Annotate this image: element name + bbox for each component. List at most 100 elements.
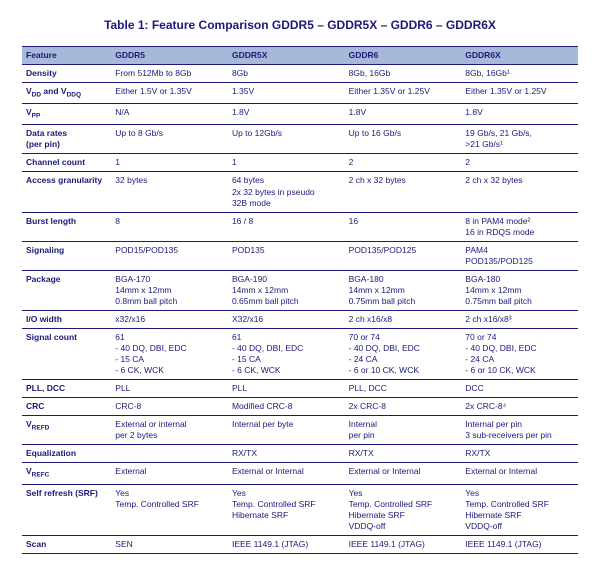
- cell: 8: [111, 212, 228, 241]
- cell: DCC: [461, 380, 578, 398]
- cell: POD15/POD135: [111, 241, 228, 270]
- cell: RX/TX: [461, 445, 578, 463]
- feature-label: VREFC: [22, 463, 111, 484]
- cell: POD135: [228, 241, 345, 270]
- table-title: Table 1: Feature Comparison GDDR5 – GDDR…: [22, 18, 578, 32]
- cell: 61- 40 DQ, DBI, EDC- 15 CA- 6 CK, WCK: [111, 329, 228, 380]
- cell: PLL: [228, 380, 345, 398]
- cell: SEN: [111, 535, 228, 553]
- cell: 2 ch x16/x8³: [461, 310, 578, 328]
- header-gddr6x: GDDR6X: [461, 47, 578, 65]
- header-gddr6: GDDR6: [345, 47, 462, 65]
- feature-label: Data rates(per pin): [22, 125, 111, 154]
- cell: RX/TX: [228, 445, 345, 463]
- row-equalization: Equalization RX/TX RX/TX RX/TX: [22, 445, 578, 463]
- row-selfrefresh: Self refresh (SRF) YesTemp. Controlled S…: [22, 484, 578, 535]
- cell: IEEE 1149.1 (JTAG): [228, 535, 345, 553]
- cell: 19 Gb/s, 21 Gb/s,>21 Gb/s¹: [461, 125, 578, 154]
- cell: 2 ch x16/x8: [345, 310, 462, 328]
- row-iowidth: I/O width x32/x16 X32/x16 2 ch x16/x8 2 …: [22, 310, 578, 328]
- row-datarates: Data rates(per pin) Up to 8 Gb/s Up to 1…: [22, 125, 578, 154]
- feature-label: VPP: [22, 104, 111, 125]
- feature-label: Package: [22, 270, 111, 310]
- row-channel: Channel count 1 1 2 2: [22, 154, 578, 172]
- cell: 61- 40 DQ, DBI, EDC- 15 CA- 6 CK, WCK: [228, 329, 345, 380]
- cell: Up to 16 Gb/s: [345, 125, 462, 154]
- cell: 2: [461, 154, 578, 172]
- cell: IEEE 1149.1 (JTAG): [345, 535, 462, 553]
- cell: POD135/POD125: [345, 241, 462, 270]
- cell: IEEE 1149.1 (JTAG): [461, 535, 578, 553]
- cell: 64 bytes2x 32 bytes in pseudo32B mode: [228, 172, 345, 212]
- cell: BGA-19014mm x 12mm0.65mm ball pitch: [228, 270, 345, 310]
- cell: Up to 8 Gb/s: [111, 125, 228, 154]
- row-scan: Scan SEN IEEE 1149.1 (JTAG) IEEE 1149.1 …: [22, 535, 578, 553]
- cell: [111, 445, 228, 463]
- cell: 1: [111, 154, 228, 172]
- cell: 2x CRC-8: [345, 398, 462, 416]
- cell: Modified CRC-8: [228, 398, 345, 416]
- cell: PLL, DCC: [345, 380, 462, 398]
- cell: 8Gb, 16Gb: [345, 65, 462, 83]
- feature-label: I/O width: [22, 310, 111, 328]
- cell: N/A: [111, 104, 228, 125]
- feature-label: VDD and VDDQ: [22, 83, 111, 104]
- row-access: Access granularity 32 bytes 64 bytes2x 3…: [22, 172, 578, 212]
- feature-label: Equalization: [22, 445, 111, 463]
- row-signalcount: Signal count 61- 40 DQ, DBI, EDC- 15 CA-…: [22, 329, 578, 380]
- cell: 1.35V: [228, 83, 345, 104]
- cell: YesTemp. Controlled SRFHibernate SRFVDDQ…: [461, 484, 578, 535]
- comparison-table: Feature GDDR5 GDDR5X GDDR6 GDDR6X Densit…: [22, 46, 578, 554]
- cell: YesTemp. Controlled SRF: [111, 484, 228, 535]
- feature-label: CRC: [22, 398, 111, 416]
- cell: 1.8V: [228, 104, 345, 125]
- cell: 16: [345, 212, 462, 241]
- feature-label: Scan: [22, 535, 111, 553]
- row-crc: CRC CRC-8 Modified CRC-8 2x CRC-8 2x CRC…: [22, 398, 578, 416]
- cell: Internalper pin: [345, 416, 462, 445]
- cell: External or Internal: [228, 463, 345, 484]
- feature-label: Signaling: [22, 241, 111, 270]
- row-vrefc: VREFC External External or Internal Exte…: [22, 463, 578, 484]
- row-vpp: VPP N/A 1.8V 1.8V 1.8V: [22, 104, 578, 125]
- cell: RX/TX: [345, 445, 462, 463]
- row-density: Density From 512Mb to 8Gb 8Gb 8Gb, 16Gb …: [22, 65, 578, 83]
- row-package: Package BGA-17014mm x 12mm0.8mm ball pit…: [22, 270, 578, 310]
- cell: External: [111, 463, 228, 484]
- cell: CRC-8: [111, 398, 228, 416]
- row-vrefd: VREFD External or internalper 2 bytes In…: [22, 416, 578, 445]
- cell: External or Internal: [461, 463, 578, 484]
- cell: BGA-18014mm x 12mm0.75mm ball pitch: [345, 270, 462, 310]
- cell: Either 1.35V or 1.25V: [345, 83, 462, 104]
- cell: YesTemp. Controlled SRFHibernate SRF: [228, 484, 345, 535]
- cell: Either 1.5V or 1.35V: [111, 83, 228, 104]
- row-pll: PLL, DCC PLL PLL PLL, DCC DCC: [22, 380, 578, 398]
- feature-label: Signal count: [22, 329, 111, 380]
- row-burst: Burst length 8 16 / 8 16 8 in PAM4 mode²…: [22, 212, 578, 241]
- cell: Up to 12Gb/s: [228, 125, 345, 154]
- feature-label: Burst length: [22, 212, 111, 241]
- cell: BGA-17014mm x 12mm0.8mm ball pitch: [111, 270, 228, 310]
- cell: BGA-18014mm x 12mm0.75mm ball pitch: [461, 270, 578, 310]
- cell: 8 in PAM4 mode²16 in RDQS mode: [461, 212, 578, 241]
- header-gddr5: GDDR5: [111, 47, 228, 65]
- cell: x32/x16: [111, 310, 228, 328]
- cell: 70 or 74- 40 DQ, DBI, EDC- 24 CA- 6 or 1…: [461, 329, 578, 380]
- cell: 8Gb, 16Gb¹: [461, 65, 578, 83]
- cell: PLL: [111, 380, 228, 398]
- row-signaling: Signaling POD15/POD135 POD135 POD135/POD…: [22, 241, 578, 270]
- cell: 2: [345, 154, 462, 172]
- cell: Internal per byte: [228, 416, 345, 445]
- feature-label: Access granularity: [22, 172, 111, 212]
- header-gddr5x: GDDR5X: [228, 47, 345, 65]
- cell: Either 1.35V or 1.25V: [461, 83, 578, 104]
- cell: 1.8V: [345, 104, 462, 125]
- cell: 2 ch x 32 bytes: [461, 172, 578, 212]
- row-vdd: VDD and VDDQ Either 1.5V or 1.35V 1.35V …: [22, 83, 578, 104]
- cell: 16 / 8: [228, 212, 345, 241]
- cell: External or Internal: [345, 463, 462, 484]
- feature-label: Density: [22, 65, 111, 83]
- cell: External or internalper 2 bytes: [111, 416, 228, 445]
- header-feature: Feature: [22, 47, 111, 65]
- cell: PAM4POD135/POD125: [461, 241, 578, 270]
